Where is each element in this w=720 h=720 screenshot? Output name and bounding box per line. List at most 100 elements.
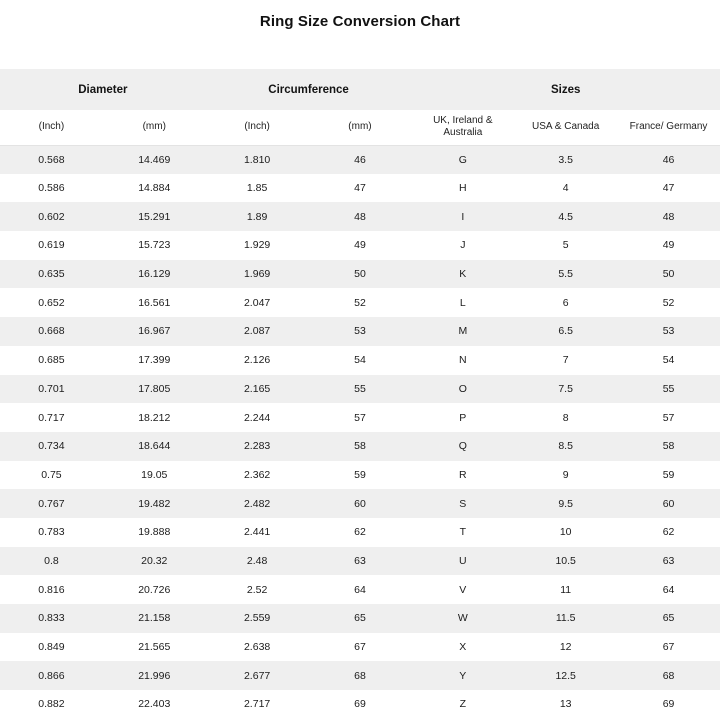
table-cell: 6.5 (558, 325, 573, 338)
table-cell: 2.717 (243, 698, 271, 711)
table-cell: 64 (662, 583, 675, 596)
table-cell: S (459, 497, 467, 510)
table-cell: 0.767 (38, 497, 65, 510)
column-header-7: France/ Germany (629, 121, 708, 132)
table-cell: 0.685 (38, 354, 65, 367)
table-head: Diameter Circumference Sizes (Inch) (mm) (In… (0, 69, 720, 145)
table-row: 0.734 18.644 2.283 58 Q 8.5 58 (0, 431, 720, 461)
table-row: 0.652 16.561 2.047 52 L 6 52 (0, 288, 720, 318)
table-cell: 0.568 (38, 153, 65, 166)
table-row: 0.75 19.05 2.362 59 R 9 59 (0, 460, 720, 490)
table-cell: 2.244 (243, 411, 271, 424)
table-row: 0.668 16.967 2.087 53 M 6.5 53 (0, 317, 720, 346)
table-cell: 15.291 (138, 210, 171, 223)
table-row: 0.685 17.399 2.126 54 N 7 54 (0, 345, 720, 375)
table-cell: 20.32 (141, 554, 168, 567)
table-cell: 8 (562, 411, 569, 424)
table-cell: 7.5 (558, 382, 573, 395)
table-cell: 2.126 (243, 354, 271, 367)
table-cell: 15.723 (138, 239, 171, 252)
table-cell: 49 (662, 239, 675, 252)
column-header-3: (Inch) (244, 121, 270, 132)
table-cell: 1.85 (246, 182, 268, 195)
table-cell: 57 (354, 411, 366, 424)
table-cell: 2.52 (246, 583, 268, 596)
table-cell: 5.5 (558, 268, 573, 281)
table-cell: 20.726 (138, 583, 171, 596)
table-cell: 14.469 (138, 153, 171, 166)
table-cell: 1.929 (243, 239, 271, 252)
table-cell: H (459, 182, 467, 195)
group-header-row: Diameter Circumference Sizes (0, 69, 720, 110)
ring-size-conversion-table: Diameter Circumference Sizes (Inch) (mm) (In… (0, 69, 720, 719)
column-header-5: UK, Ireland & Australia (433, 114, 493, 139)
table-cell: 69 (354, 698, 366, 711)
table-cell: 2.165 (243, 382, 271, 395)
table-cell: 0.866 (38, 669, 65, 682)
table-row: 0.635 16.129 1.969 50 K 5.5 50 (0, 259, 720, 289)
table-cell: 2.087 (243, 325, 271, 338)
table-cell: 13 (559, 698, 572, 711)
table-row: 0.568 14.469 1.810 46 G 3.5 46 (0, 145, 720, 174)
table-cell: 53 (662, 325, 675, 338)
table-row: 0.767 19.482 2.482 60 S 9.5 60 (0, 489, 720, 518)
table-row: 0.701 17.805 2.165 55 O 7.5 55 (0, 374, 720, 404)
table-cell: 0.586 (38, 182, 65, 195)
table-row: 0.833 21.158 2.559 65 W 11.5 65 (0, 604, 720, 633)
table-cell: 2.559 (243, 612, 271, 625)
table-cell: K (459, 268, 467, 281)
table-cell: 60 (354, 497, 366, 510)
table-cell: 0.635 (38, 268, 65, 281)
table-cell: 16.129 (138, 268, 171, 281)
table-cell: 48 (354, 210, 366, 223)
table-cell: 9.5 (558, 497, 573, 510)
table-cell: 54 (662, 354, 675, 367)
table-cell: 0.849 (38, 641, 65, 654)
table-row: 0.602 15.291 1.89 48 I 4.5 48 (0, 202, 720, 232)
table-cell: 17.399 (138, 354, 171, 367)
table-row: 0.8 20.32 2.48 63 U 10.5 63 (0, 546, 720, 576)
table-cell: 1.969 (243, 268, 271, 281)
table-cell: V (459, 583, 467, 596)
table-cell: 18.212 (138, 411, 171, 424)
table-cell: 50 (662, 268, 675, 281)
table-cell: 10.5 (555, 554, 576, 567)
table-cell: 0.783 (38, 526, 65, 539)
table-cell: W (457, 612, 468, 625)
table-cell: 21.565 (138, 641, 171, 654)
table-cell: 46 (662, 153, 675, 166)
table-cell: 64 (354, 583, 366, 596)
table-cell: 0.734 (38, 440, 65, 453)
table-cell: 2.638 (243, 641, 271, 654)
table-row: 0.619 15.723 1.929 49 J 5 49 (0, 231, 720, 260)
table-cell: 59 (662, 468, 675, 481)
table-row: 0.816 20.726 2.52 64 V 11 64 (0, 575, 720, 604)
table-cell: 19.888 (138, 526, 171, 539)
table-cell: 16.967 (138, 325, 171, 338)
table-cell: 67 (662, 641, 675, 654)
table-cell: 55 (662, 382, 675, 395)
table-cell: 69 (662, 698, 675, 711)
table-cell: 55 (354, 382, 366, 395)
table-row: 0.783 19.888 2.441 62 T 10 62 (0, 517, 720, 547)
table-cell: 58 (662, 440, 675, 453)
table-cell: 0.882 (38, 698, 65, 711)
table-cell: 68 (662, 669, 675, 682)
table-cell: U (459, 554, 467, 567)
table-cell: 0.8 (44, 554, 59, 567)
table-cell: 2.482 (243, 497, 271, 510)
table-cell: 19.482 (138, 497, 171, 510)
table-cell: 5 (562, 239, 569, 252)
table-cell: 8.5 (558, 440, 573, 453)
table-cell: 62 (662, 526, 675, 539)
table-cell: 11 (560, 583, 572, 596)
table-row: 0.586 14.884 1.85 47 H 4 47 (0, 173, 720, 203)
table-cell: P (459, 411, 467, 424)
table-body: 0.568 14.469 1.810 46 G 3.5 46 0.586 14.884 1.85 4… (0, 145, 720, 719)
column-header-2: (mm) (142, 121, 166, 132)
table-cell: 2.047 (243, 296, 271, 309)
table-cell: 65 (662, 612, 675, 625)
table-cell: 10 (559, 526, 572, 539)
table-cell: 49 (354, 239, 366, 252)
